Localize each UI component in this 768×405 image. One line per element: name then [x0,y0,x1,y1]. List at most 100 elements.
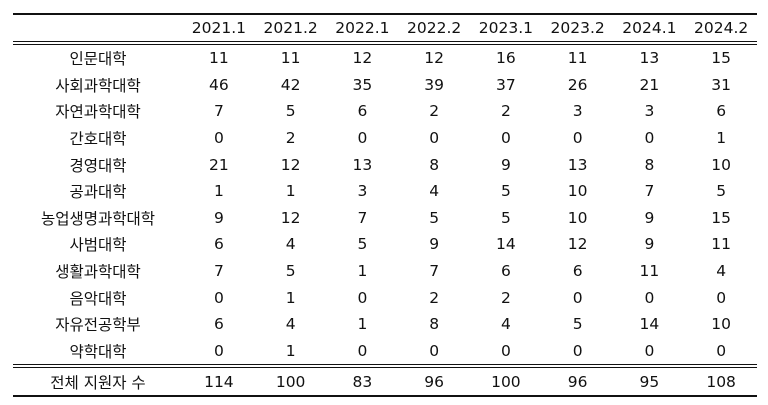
table-cell: 7 [429,262,440,281]
table-row: 약학대학 0 1 0 0 0 0 0 0 [13,338,757,367]
table-cell: 7 [644,182,655,201]
table-cell: 4 [285,235,296,254]
table-cell: 11 [567,49,588,68]
table-cell: 5 [285,262,296,281]
total-cell: 83 [352,372,373,391]
table-cell: 1 [285,288,296,307]
table-cell: 0 [429,341,440,360]
table-cell: 0 [500,129,511,148]
table-cell: 1 [357,315,368,334]
row-label: 농업생명과학대학 [40,209,156,228]
table-cell: 42 [280,75,301,94]
table-cell: 1 [213,182,224,201]
table-cell: 9 [500,155,511,174]
table-cell: 3 [572,102,583,121]
total-cell: 100 [491,372,521,391]
table-cell: 3 [644,102,655,121]
column-header: 2023.2 [550,19,605,37]
table-row: 자유전공학부 6 4 1 8 4 5 14 10 [13,311,757,338]
table-cell: 2 [285,129,296,148]
header-corner-cell [13,14,183,43]
table-cell: 31 [711,75,731,94]
column-header: 2021.2 [263,19,318,37]
table-cell: 5 [716,182,727,201]
table-body: 인문대학 11 11 12 12 16 11 13 15 사회과학대학 46 42 35 39 37 26 21… [13,43,757,366]
applicants-table: 2021.1 2021.2 2022.1 2022.2 2023.1 2023.2 2024… [13,13,757,397]
table-cell: 10 [711,315,731,334]
table-cell: 21 [209,155,229,174]
total-cell: 95 [639,372,660,391]
row-label: 자연과학대학 [55,103,141,122]
table-cell: 12 [424,49,444,68]
table-cell: 12 [280,155,301,174]
column-header: 2022.2 [407,19,462,37]
table-cell: 9 [644,208,655,227]
row-label: 경영대학 [69,156,127,175]
table-cell: 6 [572,262,583,281]
header-row: 2021.1 2021.2 2022.1 2022.2 2023.1 2023.2 2024… [13,14,757,43]
table-cell: 5 [357,235,368,254]
table-cell: 6 [213,315,224,334]
table-row: 공과대학 1 1 3 4 5 10 7 5 [13,178,757,205]
table-row: 음악대학 0 1 0 2 2 0 0 0 [13,284,757,311]
table-cell: 1 [285,182,296,201]
table-cell: 0 [213,129,224,148]
table-cell: 21 [639,75,660,94]
table-cell: 5 [572,315,583,334]
table-cell: 9 [644,235,655,254]
row-label: 사회과학대학 [55,76,141,95]
total-label: 전체 지원자 수 [50,373,146,392]
table-cell: 11 [639,262,660,281]
table-cell: 2 [429,102,440,121]
row-label: 음악대학 [69,289,127,308]
table-header: 2021.1 2021.2 2022.1 2022.2 2023.1 2023.2 2024… [13,14,757,43]
table-cell: 7 [213,102,224,121]
table-cell: 35 [352,75,373,94]
table-cell: 13 [567,155,588,174]
table-cell: 12 [280,208,301,227]
table-cell: 16 [496,49,516,68]
table-cell: 7 [357,208,368,227]
table-cell: 0 [357,288,368,307]
table-row: 사회과학대학 46 42 35 39 37 26 21 31 [13,72,757,99]
table-cell: 0 [213,341,224,360]
table-cell: 5 [285,102,296,121]
table-cell: 2 [500,288,511,307]
table-cell: 11 [280,49,301,68]
table-cell: 6 [716,102,727,121]
table-footer: 전체 지원자 수 114 100 83 96 100 96 95 108 [13,366,757,397]
table-cell: 10 [711,155,731,174]
table-row: 경영대학 21 12 13 8 9 13 8 10 [13,151,757,178]
table-cell: 8 [644,155,655,174]
table-cell: 4 [429,182,440,201]
table-cell: 4 [285,315,296,334]
table-cell: 5 [500,182,511,201]
table-cell: 2 [500,102,511,121]
total-cell: 100 [275,372,306,391]
row-label: 간호대학 [69,130,127,149]
table-cell: 1 [716,129,727,148]
table-cell: 10 [567,182,588,201]
table-cell: 8 [429,315,440,334]
column-header: 2024.1 [622,19,677,37]
table-cell: 46 [209,75,229,94]
table-cell: 0 [357,129,368,148]
column-header: 2023.1 [478,19,533,37]
table-cell: 26 [567,75,588,94]
table-cell: 0 [716,341,727,360]
table-cell: 4 [716,262,727,281]
table-row: 사범대학 6 4 5 9 14 12 9 11 [13,231,757,258]
table-cell: 0 [644,288,655,307]
table-cell: 0 [357,341,368,360]
row-label: 생활과학대학 [55,263,141,282]
table-cell: 0 [429,129,440,148]
table-cell: 13 [352,155,373,174]
table-cell: 3 [357,182,368,201]
table-cell: 12 [567,235,588,254]
table-cell: 0 [644,129,655,148]
table-cell: 0 [644,341,655,360]
table-cell: 0 [213,288,224,307]
table-cell: 37 [496,75,516,94]
applicants-table-container: 2021.1 2021.2 2022.1 2022.2 2023.1 2023.2 2024… [13,13,757,397]
table-cell: 15 [711,49,731,68]
